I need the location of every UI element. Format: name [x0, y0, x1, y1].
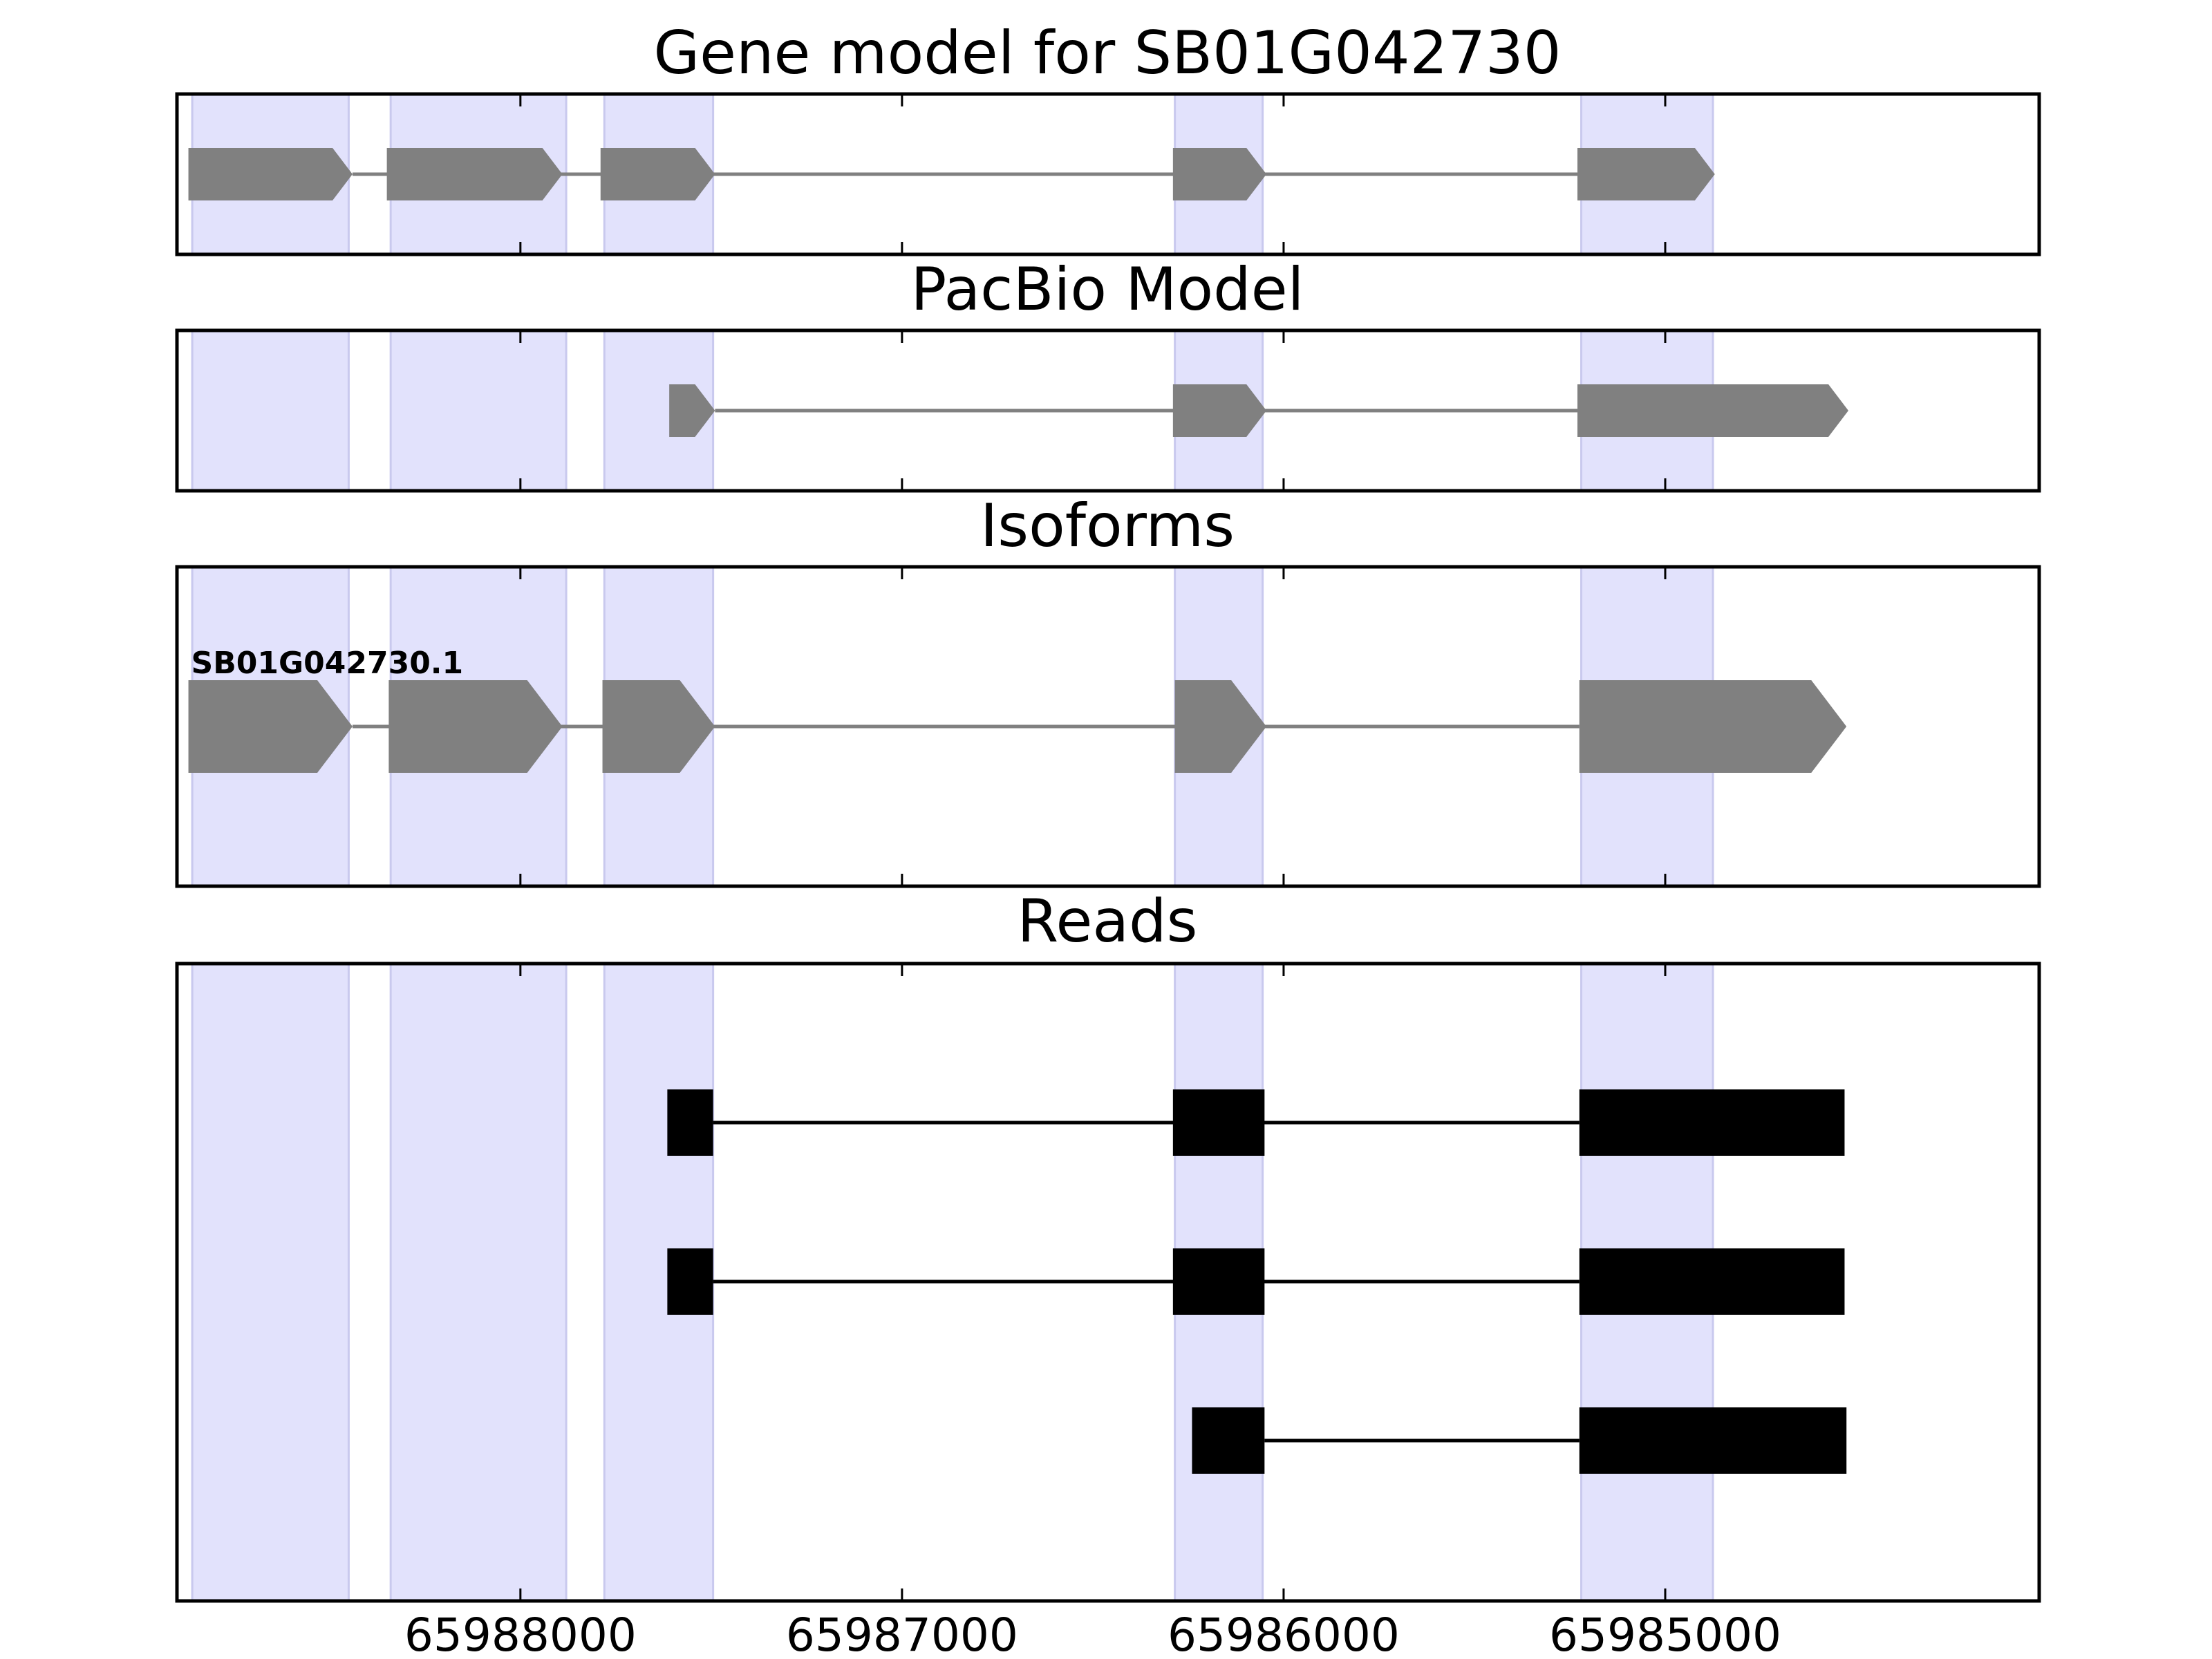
x-tick-label: 65988000 [404, 1609, 637, 1659]
x-tick-label: 65985000 [1549, 1609, 1781, 1659]
panel-gene-model: Gene model for SB01G042730 [175, 19, 2041, 256]
highlight-region [191, 962, 350, 1602]
read-exon [1579, 1248, 1845, 1315]
exon-arrow [1579, 680, 1847, 773]
panel-body-reads [175, 962, 2041, 1603]
panel-title-gene-model: Gene model for SB01G042730 [654, 19, 1562, 88]
read-exon [1172, 1248, 1265, 1315]
panel-frame [175, 962, 2041, 1603]
highlight-region [389, 962, 568, 1602]
panel-pacbio-model: PacBio Model [175, 255, 2041, 493]
panel-isoforms: Isoforms SB01G042730.1 [175, 491, 2041, 888]
exon-arrow [1172, 384, 1267, 437]
panel-title-isoforms: Isoforms [980, 491, 1235, 561]
panel-title-reads: Reads [1018, 887, 1198, 956]
x-axis: 65988000 65987000 65986000 65985000 [404, 1609, 1781, 1659]
read-exon [1172, 1089, 1265, 1156]
panel-reads: Reads [175, 887, 2041, 1603]
exon-arrow [188, 680, 353, 773]
panel-body-pacbio-model [175, 328, 2041, 493]
read-exon [1192, 1407, 1265, 1474]
exon-arrow [386, 148, 563, 200]
read-exon [667, 1089, 713, 1156]
x-tick-label: 65987000 [786, 1609, 1018, 1659]
exon-arrow [669, 384, 715, 437]
panel-body-gene-model [175, 92, 2041, 256]
panel-frame [175, 92, 2041, 256]
highlight-region [389, 329, 568, 492]
panel-frame [175, 565, 2041, 888]
read-exon [1579, 1089, 1845, 1156]
panel-body-isoforms: SB01G042730.1 [175, 565, 2041, 888]
exon-arrow [1577, 384, 1848, 437]
exon-arrow [602, 680, 715, 773]
panel-title-pacbio-model: PacBio Model [910, 255, 1304, 324]
isoform-label: SB01G042730.1 [191, 646, 464, 681]
exon-arrow [1577, 148, 1715, 200]
read-exon [1579, 1407, 1847, 1474]
read-exon [667, 1248, 713, 1315]
exon-arrow [188, 148, 353, 200]
panel-frame [175, 328, 2041, 493]
exon-arrow [388, 680, 563, 773]
exon-arrow [600, 148, 715, 200]
exon-arrow [1174, 680, 1267, 773]
x-tick-label: 65986000 [1168, 1609, 1400, 1659]
exon-arrow [1172, 148, 1267, 200]
highlight-region [191, 329, 350, 492]
